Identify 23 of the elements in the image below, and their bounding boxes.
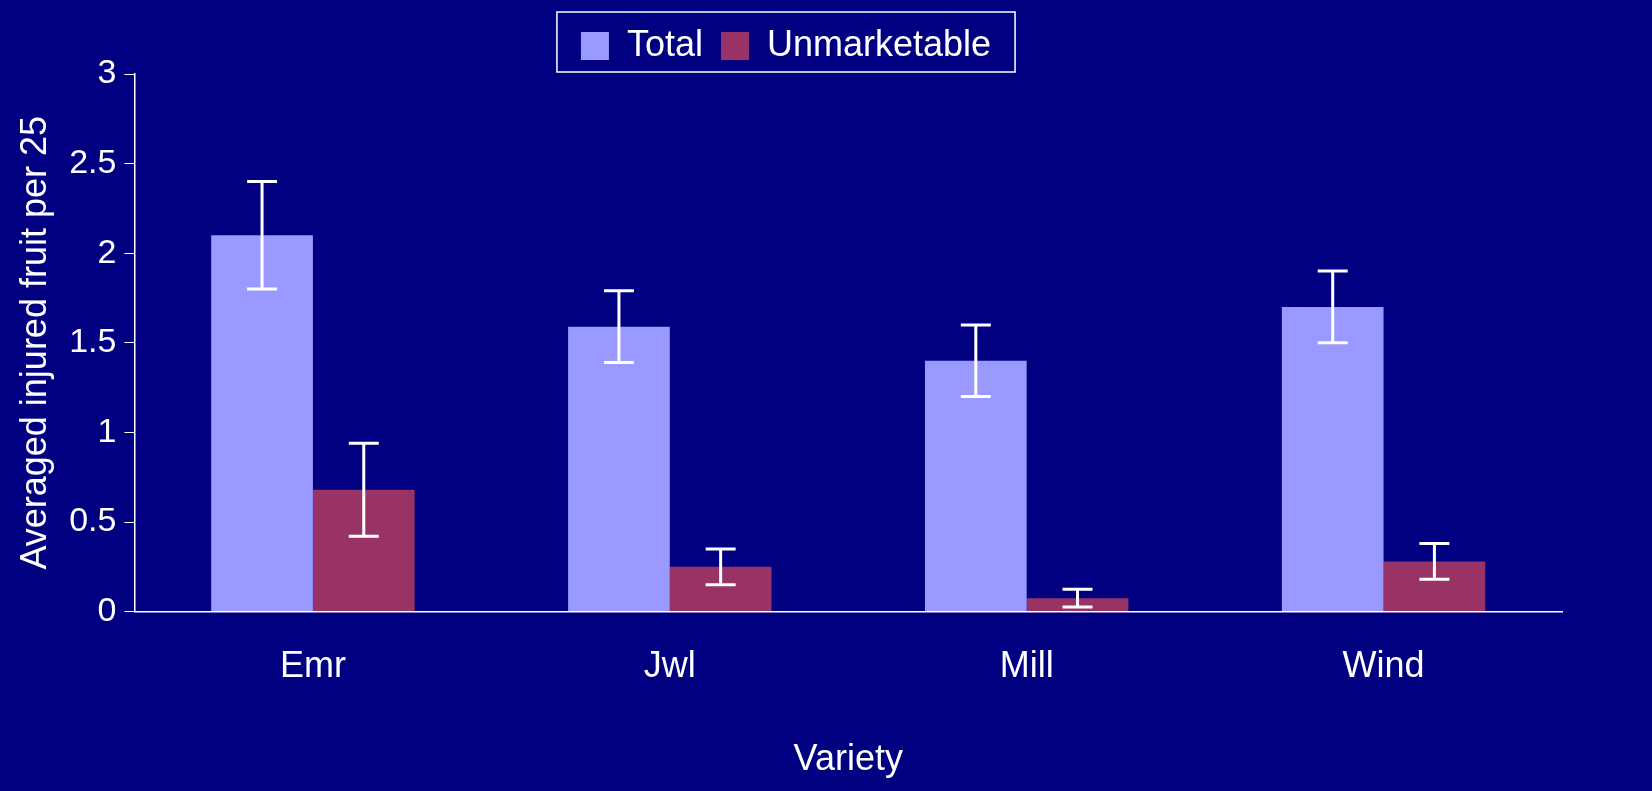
x-axis-title: Variety bbox=[793, 737, 903, 779]
legend-label: Total bbox=[626, 22, 703, 64]
x-tick-label: Wind bbox=[1342, 644, 1425, 686]
bar bbox=[211, 235, 313, 612]
y-tick-label: 1.5 bbox=[69, 321, 117, 360]
legend-label: Unmarketable bbox=[766, 22, 992, 64]
y-tick-label: 0 bbox=[97, 589, 117, 628]
y-tick-label: 2 bbox=[97, 231, 117, 270]
y-axis-title: Averaged injured fruit per 25 bbox=[12, 115, 54, 570]
bar bbox=[1026, 598, 1129, 612]
x-tick-label: Jwl bbox=[643, 644, 696, 686]
bar bbox=[568, 326, 670, 612]
x-tick-label: Mill bbox=[999, 644, 1054, 686]
bar bbox=[669, 566, 772, 612]
x-tick-label: Emr bbox=[279, 644, 346, 686]
bar bbox=[924, 360, 1027, 612]
bar bbox=[312, 489, 415, 612]
y-tick-label: 0.5 bbox=[69, 500, 117, 539]
y-tick-label: 1 bbox=[97, 410, 117, 449]
bar bbox=[1281, 306, 1384, 612]
y-tick-label: 2.5 bbox=[69, 141, 117, 180]
y-tick-label: 3 bbox=[97, 52, 117, 91]
bar bbox=[1383, 561, 1486, 612]
